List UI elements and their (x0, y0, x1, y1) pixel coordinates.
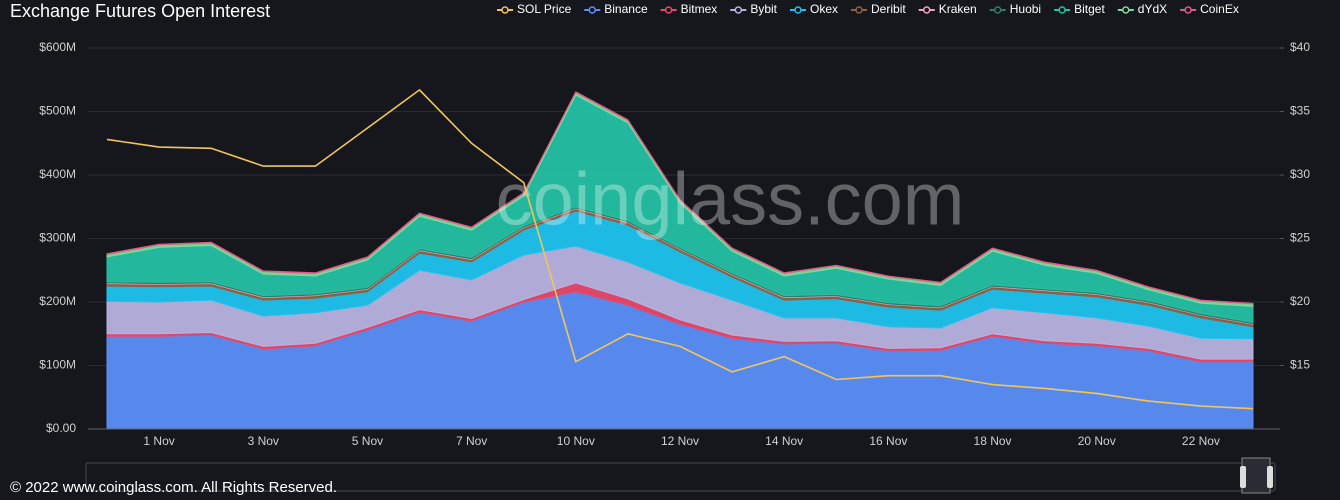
legend-label: dYdX (1138, 2, 1167, 16)
x-tick-label: 5 Nov (352, 434, 383, 448)
y-tick-label: $200M (39, 294, 76, 308)
legend-item[interactable]: SOL Price (497, 2, 572, 16)
legend-item[interactable]: dYdX (1117, 2, 1167, 16)
legend-item[interactable]: CoinEx (1180, 2, 1239, 16)
y2-tick-label: $20 (1290, 294, 1310, 308)
legend-item[interactable]: Okex (790, 2, 838, 16)
zoom-handle[interactable] (1240, 466, 1246, 488)
zoom-window[interactable] (1241, 457, 1271, 494)
line (106, 88, 1254, 410)
legend-item[interactable]: Kraken (918, 2, 977, 16)
watermark: coinglass.com (496, 158, 965, 241)
y-tick-label: $500M (39, 104, 76, 118)
y2-tick-label: $30 (1290, 167, 1310, 181)
legend-item[interactable]: Deribit (851, 2, 906, 16)
x-tick-label: 18 Nov (974, 434, 1012, 448)
area (106, 91, 1254, 305)
legend-label: Bybit (750, 2, 777, 16)
legend-marker (664, 6, 673, 14)
x-tick-label: 20 Nov (1078, 434, 1116, 448)
legend-label: Bitget (1074, 2, 1105, 16)
y2-tick-label: $15 (1290, 358, 1310, 372)
x-tick-label: 12 Nov (661, 434, 699, 448)
axes: $0.00 $100M $200M $300M $400M $500M $600M $15 $2… (39, 40, 1310, 448)
legend-marker (588, 6, 596, 14)
x-tick-label: 14 Nov (765, 434, 803, 448)
x-tick-label: 3 Nov (248, 434, 279, 448)
legend-item[interactable]: Bybit (730, 2, 778, 16)
legend-marker (1122, 6, 1130, 14)
y-tick-label: $300M (39, 231, 76, 245)
y2-tick-label: $35 (1290, 104, 1310, 118)
legend-marker (855, 6, 863, 14)
legend-marker (993, 6, 1002, 14)
y-tick-label: $400M (39, 167, 76, 181)
y-tick-label: $600M (39, 40, 76, 54)
legend-marker (922, 6, 931, 14)
legend-label: Okex (810, 2, 838, 16)
legend-label: Huobi (1010, 2, 1041, 16)
y2-tick-label: $40 (1290, 40, 1310, 54)
legend-marker (1184, 6, 1192, 14)
legend-label: Deribit (871, 2, 906, 16)
legend-item[interactable]: Binance (584, 2, 648, 16)
legend-item[interactable]: Bitget (1054, 2, 1105, 16)
legend-item[interactable]: Bitmex (660, 2, 718, 16)
legend-marker (1058, 6, 1066, 14)
chart-title: Exchange Futures Open Interest (10, 1, 270, 21)
zoom-handle[interactable] (1267, 466, 1273, 488)
legend-item[interactable]: Huobi (989, 2, 1041, 16)
y-tick-label: $0.00 (46, 421, 76, 435)
zoom-slider[interactable] (85, 462, 1276, 492)
legend: SOL Price Binance Bitmex Bybit Okex Deribit Kr… (497, 2, 1239, 16)
legend-label: SOL Price (517, 2, 572, 16)
x-tick-label: 22 Nov (1182, 434, 1220, 448)
legend-label: Binance (604, 2, 648, 16)
legend-label: CoinEx (1200, 2, 1239, 16)
x-tick-label: 1 Nov (143, 434, 174, 448)
x-tick-label: 16 Nov (869, 434, 907, 448)
x-tick-label: 10 Nov (557, 434, 595, 448)
legend-label: Bitmex (681, 2, 718, 16)
lines (106, 88, 1254, 410)
y-tick-label: $100M (39, 358, 76, 372)
legend-marker (501, 6, 509, 14)
legend-label: Kraken (939, 2, 977, 16)
x-tick-label: 7 Nov (456, 434, 487, 448)
legend-marker (794, 6, 802, 14)
footer: © 2022 www.coinglass.com. All Rights Res… (10, 479, 337, 496)
y2-tick-label: $25 (1290, 231, 1310, 245)
plot (106, 91, 1254, 430)
legend-marker (734, 6, 743, 14)
